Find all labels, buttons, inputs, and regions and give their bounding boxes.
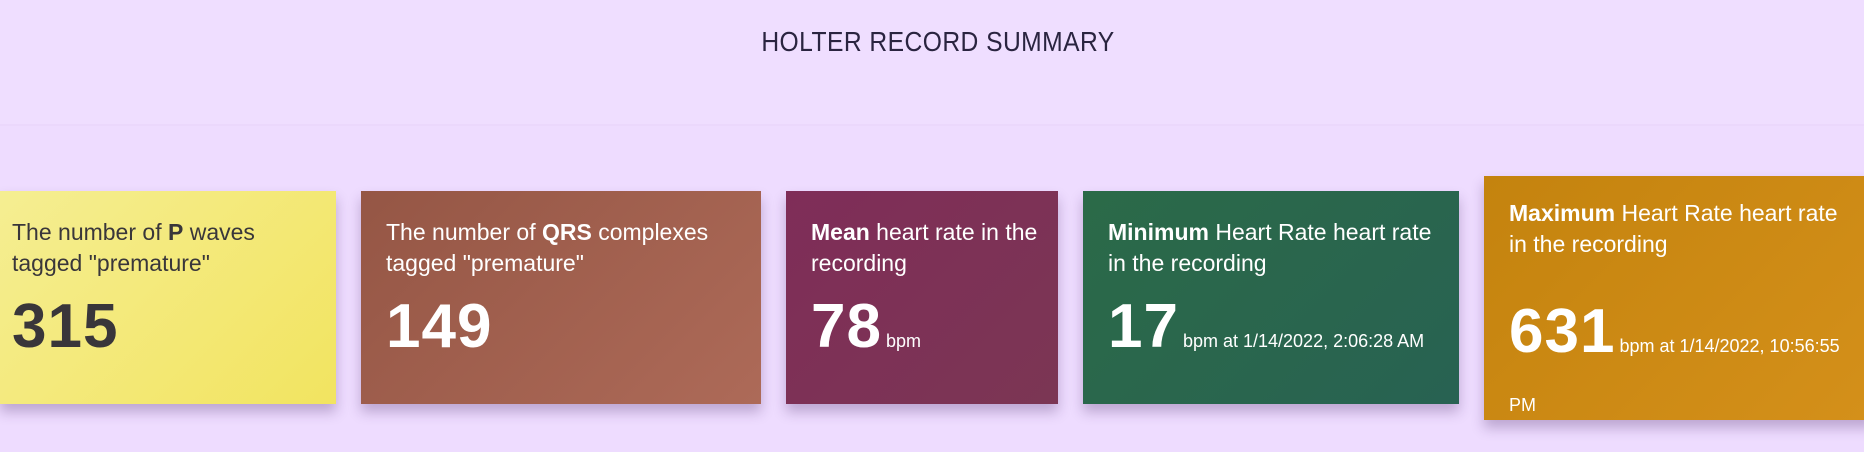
card-unit: bpm at 1/14/2022, 2:06:28 AM bbox=[1182, 331, 1425, 351]
label-emphasis: P bbox=[167, 219, 184, 245]
label-text: complexes tagged "premature" bbox=[386, 219, 709, 276]
card-value: 17 bbox=[1108, 292, 1179, 361]
label-emphasis: QRS bbox=[541, 219, 592, 245]
card-value-row: 17 bpm at 1/14/2022, 2:06:28 AM bbox=[1108, 296, 1447, 358]
card-unit: bpm bbox=[885, 331, 921, 351]
card-label: Maximum Heart Rate heart rate in the rec… bbox=[1509, 198, 1854, 260]
card-value-row: 149 bbox=[386, 296, 749, 358]
card-value-row: 315 bbox=[12, 296, 324, 358]
card-value-row: 631 bpm at 1/14/2022, 10:56:55 PM bbox=[1509, 284, 1854, 430]
card-label: Mean heart rate in the recording bbox=[811, 217, 1044, 279]
label-emphasis: Maximum bbox=[1509, 200, 1616, 226]
card-value-row: 78 bpm bbox=[811, 296, 1046, 358]
label-emphasis: Minimum bbox=[1108, 219, 1209, 245]
card-value: 315 bbox=[12, 292, 119, 361]
card-label: The number of QRS complexes tagged "prem… bbox=[386, 217, 747, 279]
mean-heart-rate-card: Mean heart rate in the recording 78 bpm bbox=[786, 191, 1058, 404]
card-label: The number of P waves tagged "premature" bbox=[12, 217, 322, 279]
premature-p-waves-card: The number of P waves tagged "premature"… bbox=[0, 191, 336, 404]
premature-qrs-card: The number of QRS complexes tagged "prem… bbox=[361, 191, 761, 404]
maximum-heart-rate-card: Maximum Heart Rate heart rate in the rec… bbox=[1484, 176, 1864, 420]
label-text: The number of bbox=[12, 219, 168, 245]
label-text: Heart Rate heart rate in the recording bbox=[1108, 219, 1432, 276]
label-text: heart rate in the recording bbox=[811, 219, 1038, 276]
minimum-heart-rate-card: Minimum Heart Rate heart rate in the rec… bbox=[1083, 191, 1459, 404]
card-value: 78 bbox=[811, 292, 882, 361]
card-unit: bpm at 1/14/2022, 10:56:55 PM bbox=[1509, 336, 1840, 416]
card-value: 149 bbox=[386, 292, 493, 361]
page-header: HOLTER RECORD SUMMARY bbox=[0, 0, 1864, 126]
label-text: The number of bbox=[386, 219, 542, 245]
page-title: HOLTER RECORD SUMMARY bbox=[761, 26, 1115, 57]
card-value: 631 bbox=[1509, 297, 1616, 366]
label-text: waves tagged "premature" bbox=[12, 219, 255, 276]
card-label: Minimum Heart Rate heart rate in the rec… bbox=[1108, 217, 1445, 279]
label-text: Heart Rate heart rate in the recording bbox=[1509, 200, 1838, 257]
label-emphasis: Mean bbox=[811, 219, 870, 245]
